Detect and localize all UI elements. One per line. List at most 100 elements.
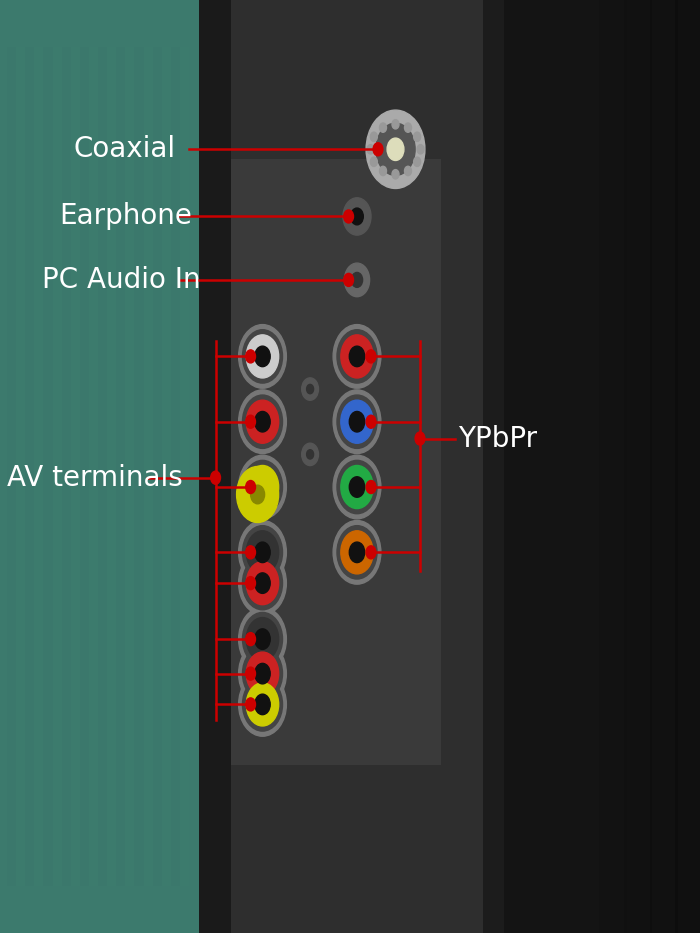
Circle shape (242, 677, 283, 731)
Circle shape (343, 198, 371, 235)
Circle shape (239, 673, 286, 736)
Circle shape (333, 390, 381, 453)
Circle shape (246, 466, 279, 508)
Circle shape (246, 415, 256, 428)
Circle shape (246, 546, 256, 559)
Circle shape (239, 607, 286, 671)
Circle shape (255, 573, 270, 593)
Circle shape (246, 618, 279, 661)
Bar (89, 47, 98, 886)
Bar (80, 47, 89, 886)
Circle shape (351, 208, 363, 225)
Circle shape (242, 647, 283, 701)
Bar (43, 47, 52, 886)
Circle shape (349, 542, 365, 563)
Circle shape (392, 119, 399, 129)
Circle shape (337, 460, 377, 514)
Circle shape (302, 378, 318, 400)
Circle shape (239, 521, 286, 584)
Bar (599, 0, 627, 933)
Circle shape (405, 166, 412, 175)
Circle shape (366, 546, 376, 559)
Circle shape (255, 694, 270, 715)
Circle shape (239, 390, 286, 453)
Circle shape (307, 450, 314, 459)
Bar (504, 0, 700, 933)
Circle shape (333, 325, 381, 388)
Bar (231, 159, 441, 765)
Circle shape (417, 145, 424, 154)
Circle shape (242, 556, 283, 610)
Circle shape (341, 400, 373, 443)
Circle shape (246, 683, 279, 726)
Circle shape (405, 123, 412, 132)
Circle shape (379, 166, 386, 175)
Circle shape (349, 411, 365, 432)
Circle shape (242, 525, 283, 579)
Circle shape (255, 411, 270, 432)
Text: PC Audio In: PC Audio In (42, 266, 201, 294)
Text: Coaxial: Coaxial (74, 135, 176, 163)
Circle shape (366, 110, 425, 188)
Bar (483, 0, 511, 933)
Circle shape (239, 325, 286, 388)
Circle shape (246, 335, 279, 378)
Circle shape (307, 384, 314, 394)
Circle shape (246, 531, 279, 574)
Bar (144, 47, 153, 886)
Circle shape (341, 335, 373, 378)
Bar (574, 0, 602, 933)
Text: AV terminals: AV terminals (7, 464, 183, 492)
Circle shape (366, 480, 376, 494)
Bar (624, 0, 652, 933)
Circle shape (349, 346, 365, 367)
Circle shape (344, 273, 354, 286)
Circle shape (239, 642, 286, 705)
Text: YPbPr: YPbPr (458, 425, 538, 453)
Circle shape (255, 477, 270, 497)
Circle shape (251, 485, 265, 504)
Circle shape (366, 350, 376, 363)
Bar (107, 47, 116, 886)
Circle shape (337, 525, 377, 579)
Circle shape (373, 143, 383, 156)
Circle shape (255, 663, 270, 684)
Circle shape (246, 480, 256, 494)
Circle shape (333, 455, 381, 519)
Circle shape (387, 138, 404, 160)
Circle shape (237, 466, 279, 522)
Circle shape (379, 123, 386, 132)
Bar (125, 47, 134, 886)
Circle shape (255, 346, 270, 367)
Circle shape (341, 531, 373, 574)
Circle shape (366, 415, 376, 428)
Circle shape (239, 551, 286, 615)
Bar (116, 47, 125, 886)
Circle shape (414, 132, 421, 142)
Circle shape (302, 443, 318, 466)
Bar (153, 47, 162, 886)
Circle shape (351, 272, 363, 287)
Bar (134, 47, 144, 886)
Circle shape (246, 562, 279, 605)
Circle shape (344, 210, 354, 223)
Circle shape (246, 577, 256, 590)
Circle shape (255, 629, 270, 649)
Bar (162, 47, 171, 886)
Circle shape (242, 460, 283, 514)
Circle shape (333, 521, 381, 584)
Bar (231, 0, 490, 933)
Bar (25, 47, 34, 886)
Circle shape (367, 145, 374, 154)
Circle shape (246, 633, 256, 646)
Circle shape (370, 157, 377, 166)
Circle shape (376, 123, 415, 175)
Circle shape (246, 698, 256, 711)
Circle shape (337, 329, 377, 383)
Circle shape (246, 652, 279, 695)
Circle shape (246, 667, 256, 680)
Circle shape (255, 542, 270, 563)
Circle shape (415, 432, 425, 445)
Circle shape (414, 157, 421, 166)
Circle shape (242, 395, 283, 449)
